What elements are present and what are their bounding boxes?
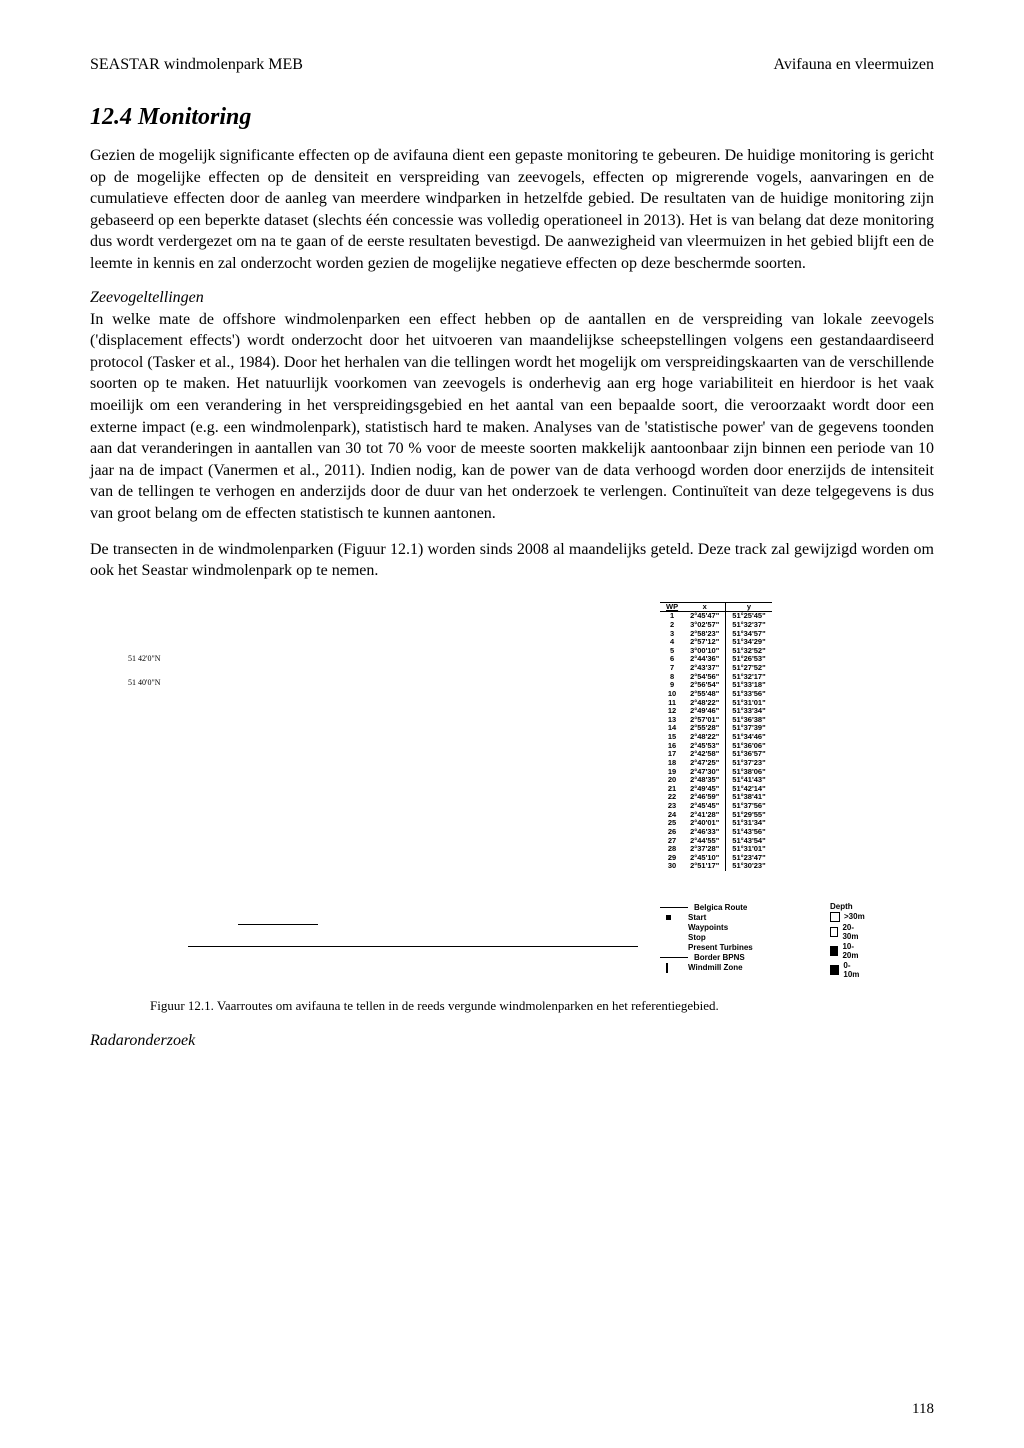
legend-route: Belgica Route bbox=[660, 903, 753, 912]
figure-caption: Figuur 12.1. Vaarroutes om avifauna te t… bbox=[150, 998, 934, 1014]
legend-depth-item: 0-10m bbox=[830, 961, 865, 979]
depth-swatch-icon bbox=[830, 912, 840, 922]
legend-border-label: Border BPNS bbox=[694, 953, 745, 962]
depth-swatch-icon bbox=[830, 946, 838, 956]
y-axis-label-2: 51 40'0"N bbox=[128, 678, 160, 687]
legend-depth-column: Depth >30m 20-30m10-20m0-10m bbox=[830, 902, 865, 980]
legend-stop-label: Stop bbox=[688, 933, 706, 942]
route-line-icon bbox=[660, 907, 688, 908]
depth-label: 20-30m bbox=[842, 923, 864, 941]
legend-depth-item: >30m bbox=[830, 912, 865, 922]
header-right: Avifauna en vleermuizen bbox=[773, 56, 934, 74]
subheading-zeevogeltellingen: Zeevogeltellingen bbox=[90, 289, 934, 307]
route-segment bbox=[238, 924, 318, 925]
waypoint-table-area: WP x y 12°45'47"51°25'45"23°02'57"51°32'… bbox=[660, 602, 772, 871]
cell-y: 51°30'23" bbox=[726, 862, 772, 871]
cell-wp: 30 bbox=[660, 862, 684, 871]
depth-swatch-icon bbox=[830, 965, 839, 975]
legend-waypoints-label: Waypoints bbox=[688, 923, 728, 932]
depth-label: 0-10m bbox=[843, 961, 864, 979]
legend-border: Border BPNS bbox=[660, 953, 753, 962]
map-area bbox=[188, 602, 638, 947]
paragraph-1: Gezien de mogelijk significante effecten… bbox=[90, 145, 934, 275]
legend-turbines-label: Present Turbines bbox=[688, 943, 753, 952]
legend-route-label: Belgica Route bbox=[694, 903, 747, 912]
legend-zone: Windmill Zone bbox=[660, 963, 753, 973]
legend-zone-label: Windmill Zone bbox=[688, 963, 743, 972]
y-axis-label-1: 51 42'0"N bbox=[128, 654, 160, 663]
legend-start: Start bbox=[660, 913, 753, 922]
page-header: SEASTAR windmolenpark MEB Avifauna en vl… bbox=[90, 56, 934, 74]
waypoint-table: WP x y 12°45'47"51°25'45"23°02'57"51°32'… bbox=[660, 602, 772, 871]
legend-depth-item: 10-20m bbox=[830, 942, 865, 960]
cell-x: 2°51'17" bbox=[684, 862, 726, 871]
page: SEASTAR windmolenpark MEB Avifauna en vl… bbox=[0, 0, 1024, 1448]
depth-label: 10-20m bbox=[842, 942, 864, 960]
legend-depth-item: 20-30m bbox=[830, 923, 865, 941]
legend-start-label: Start bbox=[688, 913, 706, 922]
paragraph-2: In welke mate de offshore windmolenparke… bbox=[90, 309, 934, 525]
legend-waypoints: Waypoints bbox=[660, 923, 753, 932]
legend-stop: Stop bbox=[660, 933, 753, 942]
page-number: 118 bbox=[912, 1401, 934, 1418]
depth-label: >30m bbox=[844, 912, 865, 921]
depth-items: >30m 20-30m10-20m0-10m bbox=[830, 912, 865, 979]
depth-swatch-icon bbox=[830, 927, 838, 937]
border-line-icon bbox=[660, 957, 688, 958]
subheading-radaronderzoek: Radaronderzoek bbox=[90, 1032, 934, 1050]
table-row: 302°51'17"51°30'23" bbox=[660, 862, 772, 871]
waypoint-table-body: 12°45'47"51°25'45"23°02'57"51°32'37"32°5… bbox=[660, 612, 772, 871]
start-dot-icon bbox=[666, 915, 671, 920]
figure-12-1: 51 42'0"N 51 40'0"N WP x y 12°45'47"51°2… bbox=[90, 602, 930, 992]
legend-depth-title: Depth bbox=[830, 902, 865, 911]
zone-bar-icon bbox=[666, 963, 668, 973]
legend-turbines: Present Turbines bbox=[660, 943, 753, 952]
header-left: SEASTAR windmolenpark MEB bbox=[90, 56, 303, 74]
section-title: 12.4 Monitoring bbox=[90, 104, 934, 131]
paragraph-3: De transecten in de windmolenparken (Fig… bbox=[90, 539, 934, 582]
figure-legend: Belgica Route Start Waypoints Stop Prese… bbox=[660, 902, 753, 974]
